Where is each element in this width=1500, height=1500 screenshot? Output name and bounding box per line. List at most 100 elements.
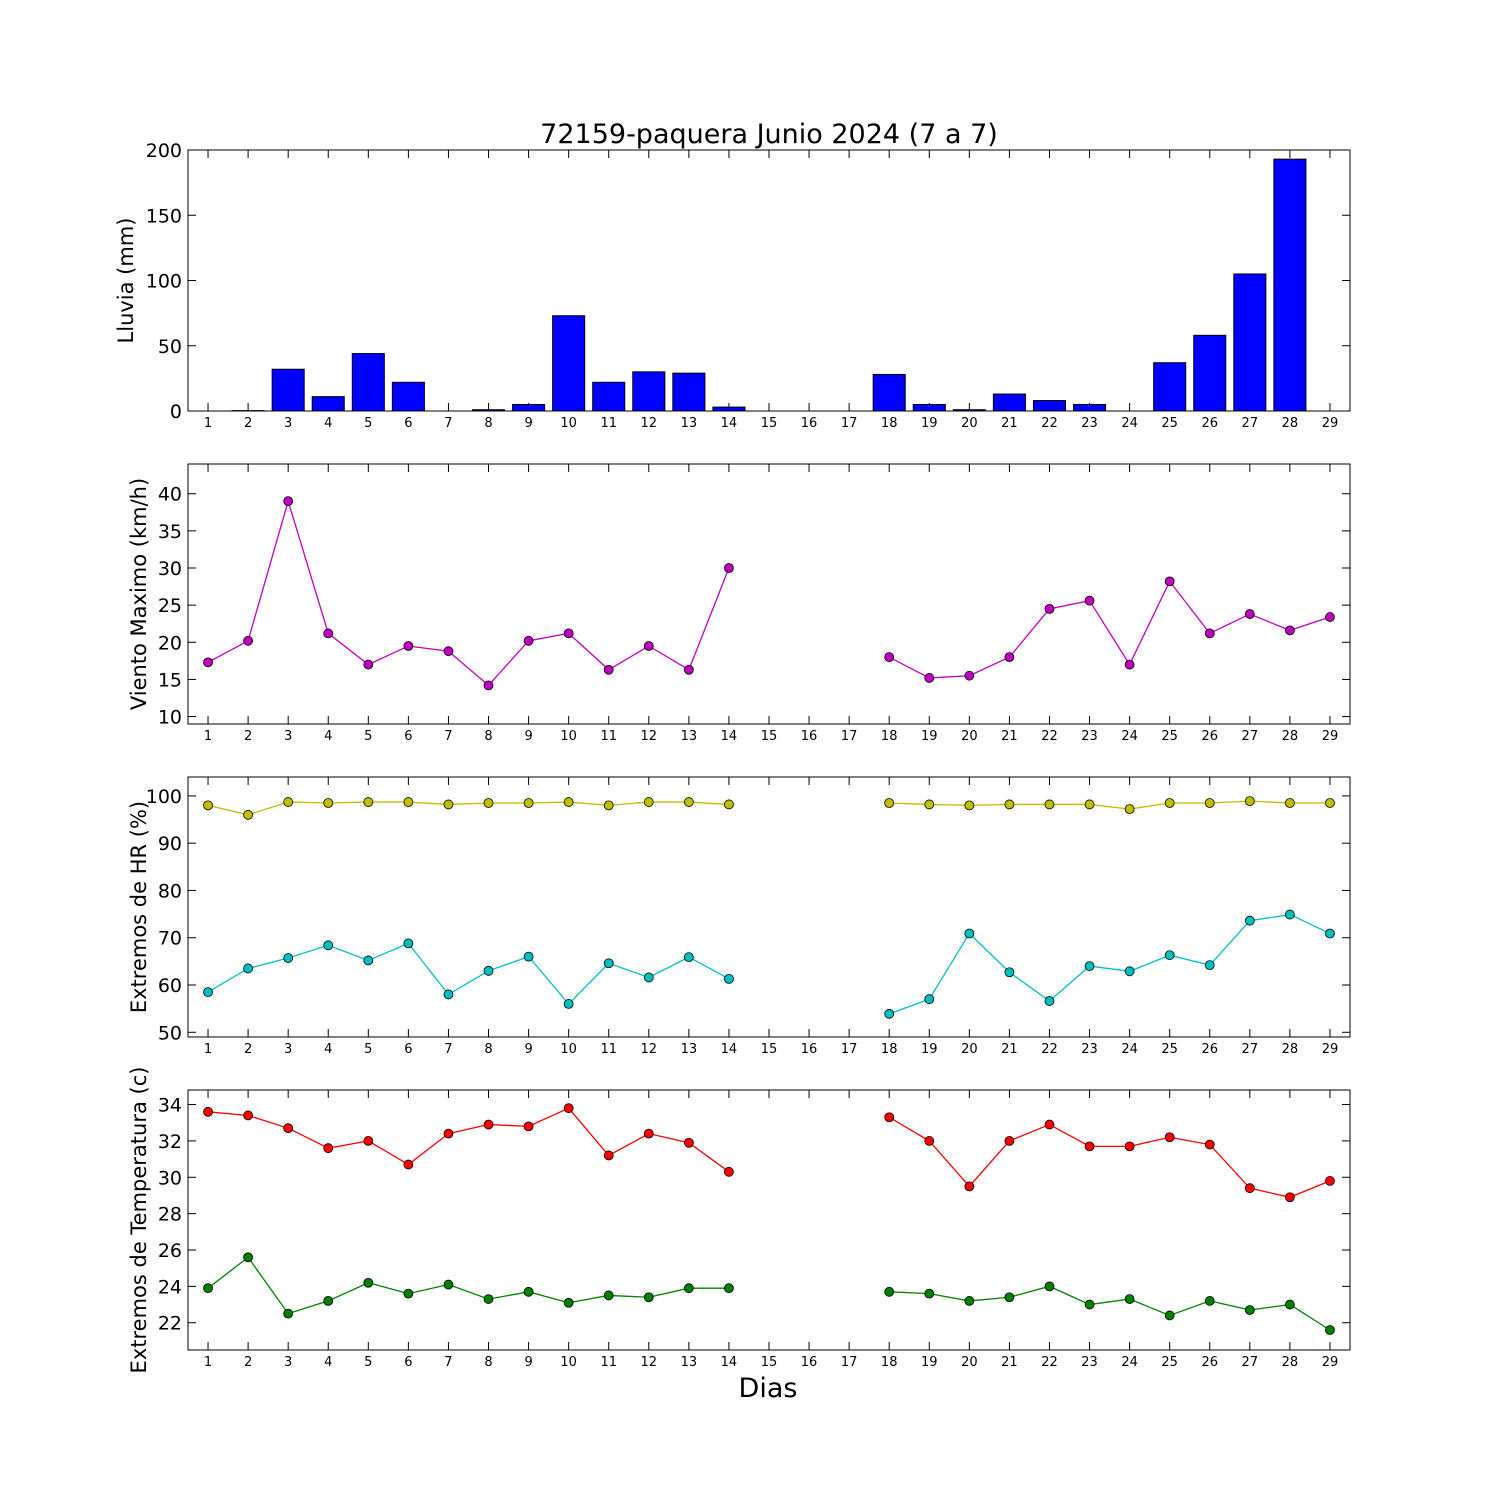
series-2-point-day-19 — [924, 994, 935, 1005]
chart-title: 72159-paquera Junio 2024 (7 a 7) — [540, 119, 998, 150]
bar-day-10 — [552, 315, 586, 412]
series-2-point-day-24 — [1124, 1294, 1135, 1304]
y-tick-label: 40 — [158, 484, 182, 506]
y-axis-label: Extremos de HR (%) — [127, 801, 151, 1013]
y-tick-label: 70 — [158, 928, 182, 950]
series-1-point-day-9 — [523, 798, 534, 808]
x-tick-label: 14 — [721, 1042, 738, 1057]
y-tick-label: 30 — [158, 1167, 182, 1189]
series-1-point-day-19 — [924, 673, 935, 683]
series-1-point-day-1 — [203, 657, 213, 668]
series-2-point-day-22 — [1044, 1281, 1055, 1292]
x-tick-label: 15 — [761, 416, 778, 431]
x-tick-label: 20 — [961, 729, 978, 744]
series-1-point-day-24 — [1124, 659, 1135, 670]
series-2-point-day-12 — [643, 1292, 654, 1303]
series-1-point-day-20 — [964, 800, 975, 811]
bar-day-3 — [271, 368, 305, 412]
series-1-point-day-25 — [1164, 1132, 1175, 1143]
x-tick-label: 27 — [1242, 1042, 1259, 1057]
series-1-point-day-27 — [1244, 796, 1255, 807]
x-tick-label: 26 — [1201, 1042, 1218, 1057]
y-tick-label: 22 — [158, 1313, 182, 1335]
series-1-point-day-23 — [1084, 595, 1095, 606]
series-2-point-day-10 — [563, 999, 574, 1009]
x-tick-label: 1 — [204, 729, 212, 744]
series-1-point-day-14 — [724, 563, 734, 573]
series-1-point-day-5 — [363, 797, 374, 807]
y-tick-label: 150 — [146, 205, 182, 227]
series-1-line — [207, 801, 729, 816]
series-2-point-day-9 — [523, 1286, 534, 1297]
series-1-point-day-24 — [1124, 804, 1135, 815]
series-1-point-day-5 — [363, 659, 374, 670]
series-1-point-day-29 — [1325, 798, 1335, 808]
x-tick-label: 17 — [841, 1042, 858, 1057]
series-2-point-day-3 — [283, 1308, 294, 1319]
series-1-point-day-6 — [403, 797, 414, 807]
x-tick-label: 17 — [841, 729, 858, 744]
series-1-line — [888, 580, 1331, 679]
x-tick-label: 28 — [1282, 1042, 1299, 1057]
bar-day-27 — [1233, 273, 1267, 412]
x-tick-label: 19 — [921, 1355, 938, 1370]
x-tick-label: 16 — [801, 416, 818, 431]
y-tick-label: 90 — [158, 833, 182, 855]
x-tick-label: 17 — [841, 416, 858, 431]
x-tick-label: 12 — [641, 729, 658, 744]
x-tick-label: 26 — [1201, 729, 1218, 744]
x-tick-label: 29 — [1322, 416, 1339, 431]
x-tick-label: 19 — [921, 1042, 938, 1057]
series-2-line — [207, 942, 730, 1005]
series-1-point-day-20 — [964, 670, 975, 681]
plot-frame — [187, 776, 1351, 1038]
series-1-point-day-1 — [203, 1106, 213, 1117]
x-tick-label: 26 — [1201, 416, 1218, 431]
series-1-point-day-19 — [924, 799, 935, 810]
series-2-point-day-4 — [323, 940, 334, 951]
series-1-point-day-9 — [523, 1121, 534, 1132]
series-1-point-day-23 — [1084, 1141, 1095, 1152]
x-tick-label: 13 — [681, 416, 698, 431]
series-2-point-day-3 — [283, 953, 294, 963]
series-1-point-day-26 — [1204, 1139, 1215, 1150]
series-1-point-day-9 — [523, 635, 534, 646]
x-tick-label: 25 — [1161, 729, 1178, 744]
series-2-point-day-2 — [243, 963, 254, 974]
x-tick-label: 24 — [1121, 1042, 1138, 1057]
x-tick-label: 14 — [721, 729, 738, 744]
bar-day-26 — [1193, 334, 1227, 412]
series-1-point-day-2 — [243, 635, 254, 646]
series-2-point-day-8 — [483, 1294, 494, 1304]
series-2-point-day-23 — [1084, 961, 1095, 971]
bar-day-28 — [1273, 158, 1307, 412]
bar-day-11 — [592, 381, 626, 412]
series-1-point-day-12 — [643, 1128, 654, 1139]
y-tick-label: 100 — [146, 271, 182, 293]
x-tick-label: 21 — [1001, 729, 1018, 744]
series-2-point-day-29 — [1325, 928, 1335, 939]
x-tick-label: 9 — [524, 1355, 532, 1370]
x-tick-label: 21 — [1001, 1042, 1018, 1057]
bar-day-5 — [351, 353, 385, 412]
x-tick-label: 8 — [484, 1042, 492, 1057]
bar-day-21 — [992, 393, 1026, 412]
y-tick-label: 50 — [158, 336, 182, 358]
x-tick-label: 4 — [324, 729, 332, 744]
series-1-point-day-18 — [884, 798, 895, 808]
plot-frame — [187, 463, 1351, 725]
series-1-point-day-8 — [483, 798, 494, 808]
x-tick-label: 6 — [404, 1355, 412, 1370]
series-1-point-day-6 — [403, 641, 414, 651]
x-tick-label: 24 — [1121, 729, 1138, 744]
bar-day-9 — [512, 403, 546, 412]
x-tick-label: 4 — [324, 1355, 332, 1370]
series-2-point-day-7 — [443, 1279, 454, 1290]
x-tick-label: 20 — [961, 1042, 978, 1057]
series-2-line — [207, 1256, 729, 1315]
series-1-point-day-13 — [683, 1137, 694, 1148]
